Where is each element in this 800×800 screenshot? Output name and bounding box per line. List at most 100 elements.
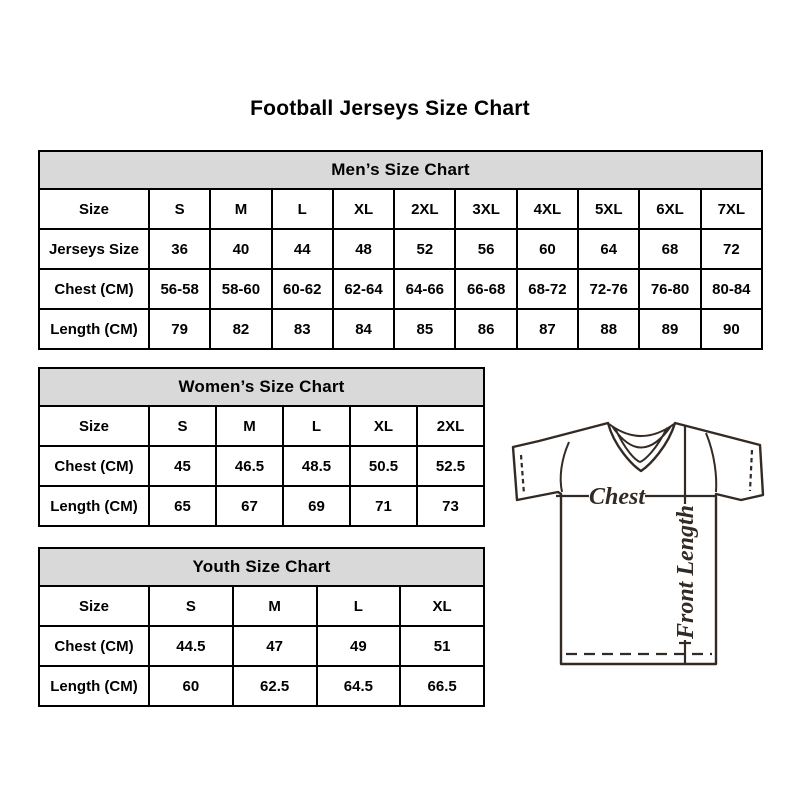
value-cell: 46.5 [215,445,284,487]
value-cell: XL [349,405,418,447]
sleeve-cuff-dashed-line-right [748,449,754,492]
value-cell: 60-62 [270,268,334,310]
value-cell: 60 [148,665,234,707]
row-label-cell: Size [38,405,150,447]
value-cell: 62-64 [331,268,396,310]
value-cell: L [315,585,402,627]
value-cell: 44.5 [148,625,234,667]
table-row: Chest (CM) 56-58 58-60 60-62 62-64 64-66 66-68… [38,268,764,310]
value-cell: 51 [399,625,485,667]
table-row: Size S M L XL [38,585,485,627]
value-cell: 7XL [699,188,764,230]
value-cell: 58-60 [209,268,273,310]
value-cell: M [231,585,318,627]
value-cell: 49 [315,625,402,667]
jersey-diagram: Chest Front Length [511,421,765,666]
value-cell: 67 [215,485,284,527]
row-label-cell: Length (CM) [38,308,150,350]
row-label-cell: Jerseys Size [38,228,150,270]
value-cell: 85 [393,308,457,350]
value-cell: 88 [577,308,641,350]
jersey-outline [511,421,765,666]
value-cell: 82 [209,308,273,350]
row-label-cell: Chest (CM) [38,625,150,667]
youth-size-table: Youth Size Chart Size S M L XL Chest (CM) 44.5 4… [38,547,485,707]
value-cell: 80-84 [699,268,764,310]
value-cell: 36 [147,228,212,270]
value-cell: 5XL [577,188,641,230]
row-label-cell: Length (CM) [38,485,150,527]
value-cell: 87 [515,308,580,350]
value-cell: 83 [270,308,334,350]
value-cell: 72-76 [577,268,641,310]
table-row: Jerseys Size 36 40 44 48 52 56 60 64 68 72 [38,228,764,270]
value-cell: 84 [331,308,396,350]
row-label-cell: Chest (CM) [38,445,150,487]
value-cell: 2XL [393,188,457,230]
value-cell: 72 [699,228,764,270]
table-section-header: Men’s Size Chart [38,150,763,190]
mens-size-table: Men’s Size Chart Size S M L XL 2XL 3XL 4XL 5XL 6XL… [38,150,764,350]
value-cell: 48 [331,228,396,270]
value-cell: 40 [209,228,273,270]
value-cell: XL [331,188,396,230]
value-cell: S [148,405,217,447]
value-cell: 89 [638,308,702,350]
value-cell: 76-80 [638,268,702,310]
value-cell: 44 [270,228,334,270]
front-length-measure-line [679,426,691,663]
row-label-cell: Chest (CM) [38,268,150,310]
collar-band-lines [608,423,675,464]
front-length-label: Front Length [673,505,699,640]
table-row: Size S M L XL 2XL 3XL 4XL 5XL 6XL 7XL [38,188,764,230]
value-cell: S [147,188,212,230]
value-cell: S [148,585,234,627]
value-cell: 48.5 [282,445,351,487]
armhole-seam-left [559,441,570,493]
value-cell: 47 [231,625,318,667]
value-cell: 52 [393,228,457,270]
row-label-cell: Size [38,188,150,230]
table-row: Length (CM) 65 67 69 71 73 [38,485,485,527]
value-cell: L [270,188,334,230]
value-cell: 66.5 [399,665,485,707]
value-cell: 68 [638,228,702,270]
value-cell: 4XL [515,188,580,230]
value-cell: 64 [577,228,641,270]
value-cell: 6XL [638,188,702,230]
value-cell: 69 [282,485,351,527]
value-cell: 73 [416,485,485,527]
value-cell: 66-68 [454,268,518,310]
value-cell: 62.5 [231,665,318,707]
section-header-row: Men’s Size Chart [38,150,763,190]
value-cell: 68-72 [515,268,580,310]
value-cell: 50.5 [349,445,418,487]
value-cell: 60 [515,228,580,270]
table-row: Size S M L XL 2XL [38,405,485,447]
chest-label: Chest [589,484,646,510]
value-cell: 64-66 [393,268,457,310]
value-cell: XL [399,585,485,627]
table-row: Chest (CM) 44.5 47 49 51 [38,625,485,667]
table-row: Length (CM) 60 62.5 64.5 66.5 [38,665,485,707]
section-header-row: Women’s Size Chart [38,367,485,407]
value-cell: M [215,405,284,447]
section-header-row: Youth Size Chart [38,547,485,587]
value-cell: 52.5 [416,445,485,487]
table-row: Length (CM) 79 82 83 84 85 86 87 88 89 90 [38,308,764,350]
value-cell: 79 [147,308,212,350]
womens-size-table: Women’s Size Chart Size S M L XL 2XL Chest (CM)… [38,367,485,527]
value-cell: L [282,405,351,447]
value-cell: 56 [454,228,518,270]
value-cell: 56-58 [147,268,212,310]
value-cell: 2XL [416,405,485,447]
table-row: Chest (CM) 45 46.5 48.5 50.5 52.5 [38,445,485,487]
sleeve-cuff-dashed-line-left [519,454,526,495]
table-section-header: Youth Size Chart [38,547,485,587]
value-cell: 71 [349,485,418,527]
row-label-cell: Size [38,585,150,627]
armhole-seam-right [705,432,718,493]
value-cell: 90 [699,308,764,350]
row-label-cell: Length (CM) [38,665,150,707]
